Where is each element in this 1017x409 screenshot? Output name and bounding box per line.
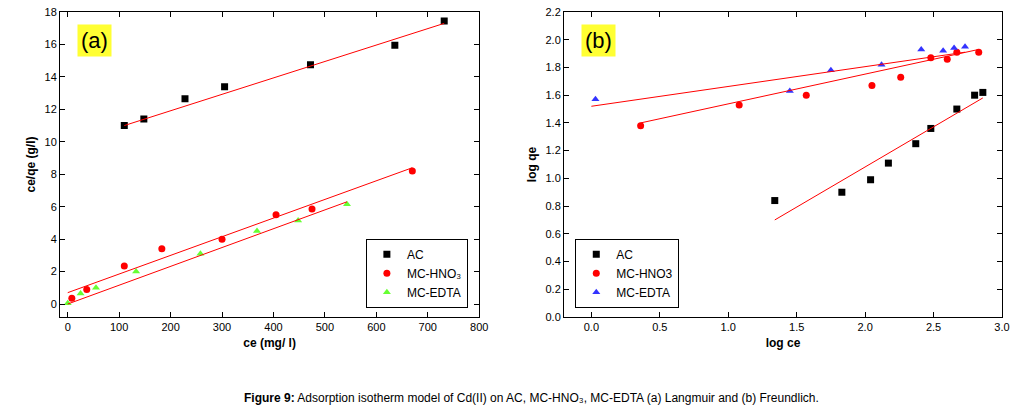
- svg-text:0.2: 0.2: [545, 283, 560, 295]
- svg-text:0.5: 0.5: [652, 321, 667, 333]
- svg-text:0: 0: [51, 298, 57, 310]
- svg-text:AC: AC: [616, 248, 633, 262]
- svg-text:2.2: 2.2: [545, 6, 560, 18]
- svg-text:MC-HNO₃: MC-HNO₃: [407, 267, 461, 281]
- svg-text:MC-HNO3: MC-HNO3: [616, 267, 672, 281]
- svg-text:6: 6: [51, 201, 57, 213]
- svg-text:2.5: 2.5: [926, 321, 941, 333]
- svg-text:0.6: 0.6: [545, 228, 560, 240]
- svg-text:0.0: 0.0: [584, 321, 599, 333]
- svg-text:1.6: 1.6: [545, 89, 560, 101]
- svg-text:MC-EDTA: MC-EDTA: [407, 286, 461, 300]
- svg-text:log ce: log ce: [766, 336, 801, 350]
- svg-text:AC: AC: [407, 248, 424, 262]
- svg-text:(a): (a): [81, 28, 108, 53]
- svg-text:1.0: 1.0: [545, 172, 560, 184]
- svg-text:(b): (b): [585, 28, 612, 53]
- svg-text:2.0: 2.0: [545, 34, 560, 46]
- svg-text:1.0: 1.0: [721, 321, 736, 333]
- svg-text:600: 600: [367, 321, 385, 333]
- svg-text:200: 200: [161, 321, 179, 333]
- svg-text:0.4: 0.4: [545, 255, 560, 267]
- svg-text:ce/qe (g/l): ce/qe (g/l): [24, 136, 38, 192]
- svg-text:14: 14: [45, 71, 57, 83]
- svg-text:0.0: 0.0: [545, 311, 560, 323]
- svg-text:800: 800: [470, 321, 488, 333]
- svg-text:400: 400: [264, 321, 282, 333]
- svg-text:16: 16: [45, 38, 57, 50]
- svg-text:1.2: 1.2: [545, 144, 560, 156]
- svg-text:MC-EDTA: MC-EDTA: [616, 286, 670, 300]
- svg-text:log qe: log qe: [525, 147, 539, 183]
- svg-text:3.0: 3.0: [994, 321, 1009, 333]
- svg-text:ce (mg/ l): ce (mg/ l): [243, 336, 296, 350]
- svg-text:1.5: 1.5: [789, 321, 804, 333]
- svg-text:0: 0: [65, 321, 71, 333]
- svg-text:1.4: 1.4: [545, 117, 560, 129]
- svg-text:0.8: 0.8: [545, 200, 560, 212]
- svg-text:500: 500: [316, 321, 334, 333]
- svg-text:8: 8: [51, 168, 57, 180]
- svg-text:4: 4: [51, 233, 57, 245]
- svg-text:700: 700: [419, 321, 437, 333]
- svg-text:12: 12: [45, 103, 57, 115]
- svg-text:2: 2: [51, 265, 57, 277]
- svg-text:10: 10: [45, 136, 57, 148]
- svg-text:1.8: 1.8: [545, 61, 560, 73]
- svg-text:18: 18: [45, 6, 57, 18]
- svg-text:300: 300: [213, 321, 231, 333]
- svg-text:100: 100: [110, 321, 128, 333]
- svg-text:Figure 9: Adsorption isotherm: Figure 9: Adsorption isotherm model of C…: [244, 391, 819, 405]
- svg-text:2.0: 2.0: [857, 321, 872, 333]
